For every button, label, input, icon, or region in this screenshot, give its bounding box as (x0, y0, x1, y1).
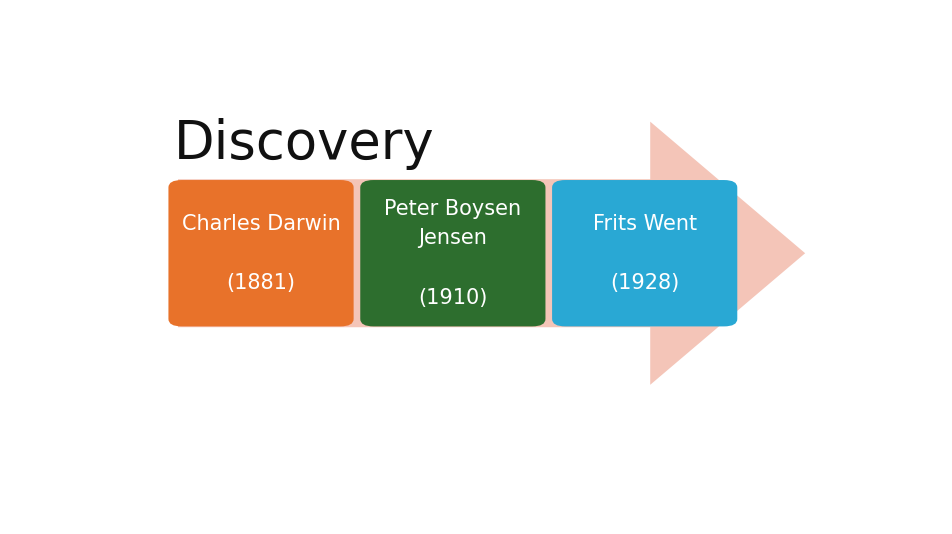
Text: Charles Darwin

(1881): Charles Darwin (1881) (182, 214, 341, 293)
Text: Discovery: Discovery (174, 117, 435, 169)
Text: Frits Went

(1928): Frits Went (1928) (592, 214, 697, 293)
Text: Peter Boysen
Jensen

(1910): Peter Boysen Jensen (1910) (385, 199, 522, 308)
FancyBboxPatch shape (552, 180, 737, 326)
FancyBboxPatch shape (169, 180, 353, 326)
Polygon shape (178, 122, 805, 385)
FancyBboxPatch shape (360, 180, 545, 326)
